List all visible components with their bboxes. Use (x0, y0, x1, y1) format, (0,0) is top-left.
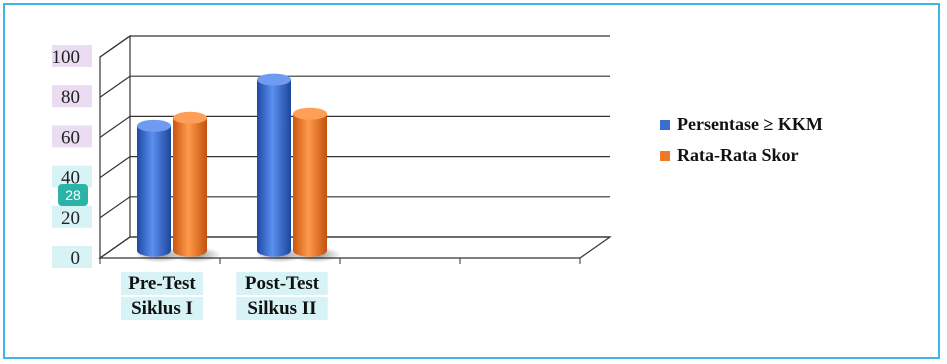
gridline-diagonal (99, 236, 131, 259)
gridline-diagonal (99, 35, 131, 58)
bar-body (257, 79, 291, 257)
value-badge: 28 (58, 184, 88, 206)
value-badge-text: 28 (65, 187, 81, 203)
legend-swatch (660, 151, 670, 161)
xtick-label: Post-Test (245, 273, 320, 294)
gridline-diagonal (99, 115, 131, 138)
ytick-label: 40 (61, 168, 80, 189)
gridline-diagonal (99, 75, 131, 98)
bar-top (137, 119, 171, 132)
ytick-bg (52, 205, 92, 228)
gridlines (99, 35, 610, 264)
ytick-label: 80 (61, 87, 80, 108)
bar-body (173, 117, 207, 257)
xtick-label: Pre-Test (128, 273, 196, 294)
legend-label: Persentase ≥ KKM (677, 114, 823, 134)
ytick-highlights (52, 45, 92, 268)
ytick-label: 20 (61, 208, 80, 229)
legend-swatch (660, 120, 670, 130)
value-badge-bg (58, 184, 88, 206)
legend-label: Rata-Rata Skor (677, 145, 799, 165)
xtick-bg (236, 272, 328, 295)
ytick-bg (52, 85, 92, 108)
gridline-diagonal (99, 196, 131, 219)
bar-top (293, 107, 327, 120)
x-axis-ticks: Pre-Test Siklus I Post-Test Silkus II (121, 272, 328, 320)
bar-top (173, 111, 207, 124)
bar (135, 119, 185, 263)
xtick-bg (236, 297, 328, 320)
legend: Persentase ≥ KKM Rata-Rata Skor (660, 114, 823, 165)
bar (255, 73, 305, 263)
xtick-label: Siklus I (131, 298, 193, 319)
ytick-bg (52, 125, 92, 148)
y-axis-ticks: 0 20 40 60 80 100 (52, 47, 81, 269)
bar-body (137, 125, 171, 257)
left-wall (99, 34, 131, 258)
xtick-label: Silkus II (247, 298, 316, 319)
bar-top (257, 73, 291, 86)
gridline-diagonal (99, 156, 131, 179)
ytick-label: 0 (71, 248, 81, 269)
ytick-label: 100 (52, 47, 81, 68)
xtick-bg (121, 272, 203, 295)
ytick-bg (52, 45, 92, 67)
ytick-label: 60 (61, 127, 80, 148)
bar (291, 107, 341, 263)
xtick-bg (121, 297, 203, 320)
ytick-bg (52, 165, 92, 188)
bars (135, 73, 341, 263)
bar (171, 111, 221, 263)
bar-body (293, 113, 327, 257)
ytick-bg (52, 246, 92, 268)
